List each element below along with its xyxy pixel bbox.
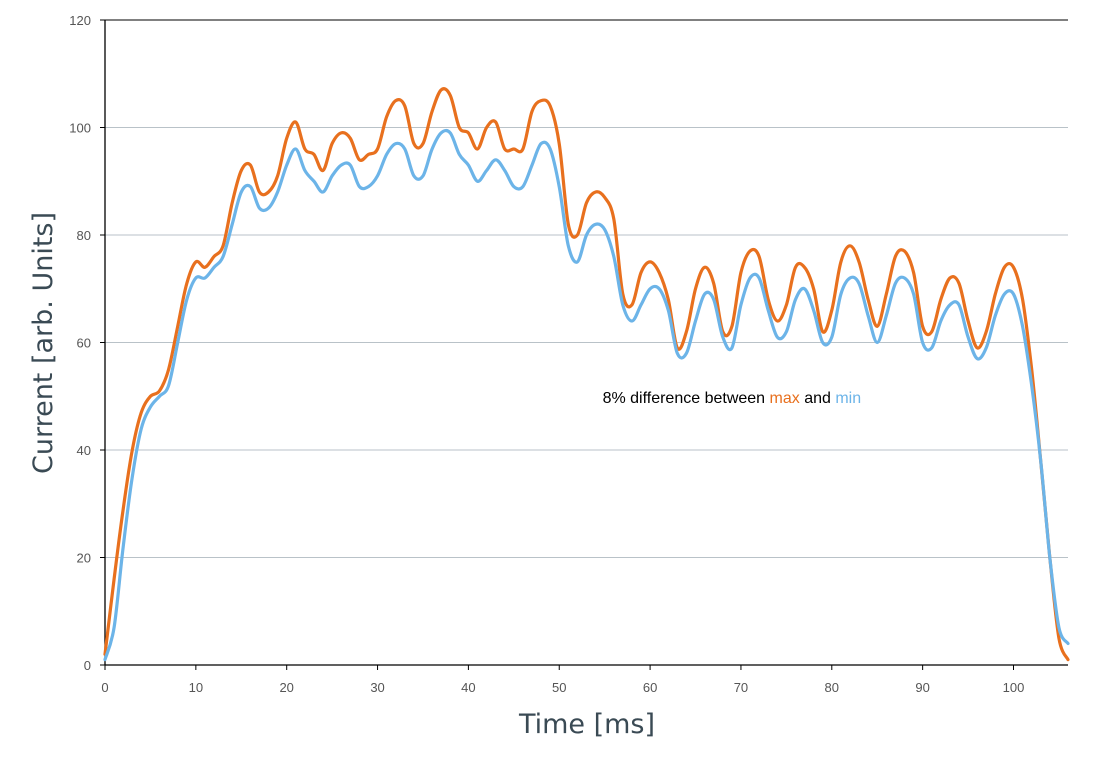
x-axis-title: Time [ms] bbox=[518, 709, 655, 740]
annotation-prefix: 8% difference between bbox=[603, 390, 770, 407]
annotation-min-word: min bbox=[835, 390, 861, 407]
y-tick-labels: 0 20 40 60 80 100 120 bbox=[69, 13, 105, 673]
x-tick-label: 50 bbox=[552, 680, 566, 695]
x-tick-label: 90 bbox=[915, 680, 929, 695]
x-tick-label: 20 bbox=[279, 680, 293, 695]
series-line-min bbox=[103, 128, 1070, 662]
y-tick-label: 0 bbox=[84, 658, 91, 673]
x-tick-label: 30 bbox=[370, 680, 384, 695]
x-tick-label: 80 bbox=[825, 680, 839, 695]
x-tick-label: 0 bbox=[101, 680, 108, 695]
y-tick-label: 60 bbox=[77, 336, 91, 351]
annotation-max-word: max bbox=[770, 390, 800, 407]
x-tick-label: 70 bbox=[734, 680, 748, 695]
x-tick-label: 60 bbox=[643, 680, 657, 695]
y-tick-label: 20 bbox=[77, 551, 91, 566]
y-axis-title: Current [arb. Units] bbox=[28, 212, 59, 474]
y-tick-label: 40 bbox=[77, 443, 91, 458]
annotation-text: 8% difference between max and min bbox=[603, 390, 862, 407]
y-tick-label: 100 bbox=[69, 121, 91, 136]
x-tick-labels: 0 10 20 30 40 50 60 70 80 90 100 bbox=[101, 665, 1024, 695]
gridlines bbox=[105, 19, 1068, 558]
x-tick-label: 100 bbox=[1003, 680, 1025, 695]
x-tick-label: 40 bbox=[461, 680, 475, 695]
y-tick-label: 120 bbox=[69, 13, 91, 28]
y-tick-label: 80 bbox=[77, 228, 91, 243]
x-tick-label: 10 bbox=[189, 680, 203, 695]
series-line-max bbox=[103, 87, 1070, 662]
series-lines bbox=[103, 87, 1070, 662]
annotation-middle: and bbox=[800, 390, 836, 407]
